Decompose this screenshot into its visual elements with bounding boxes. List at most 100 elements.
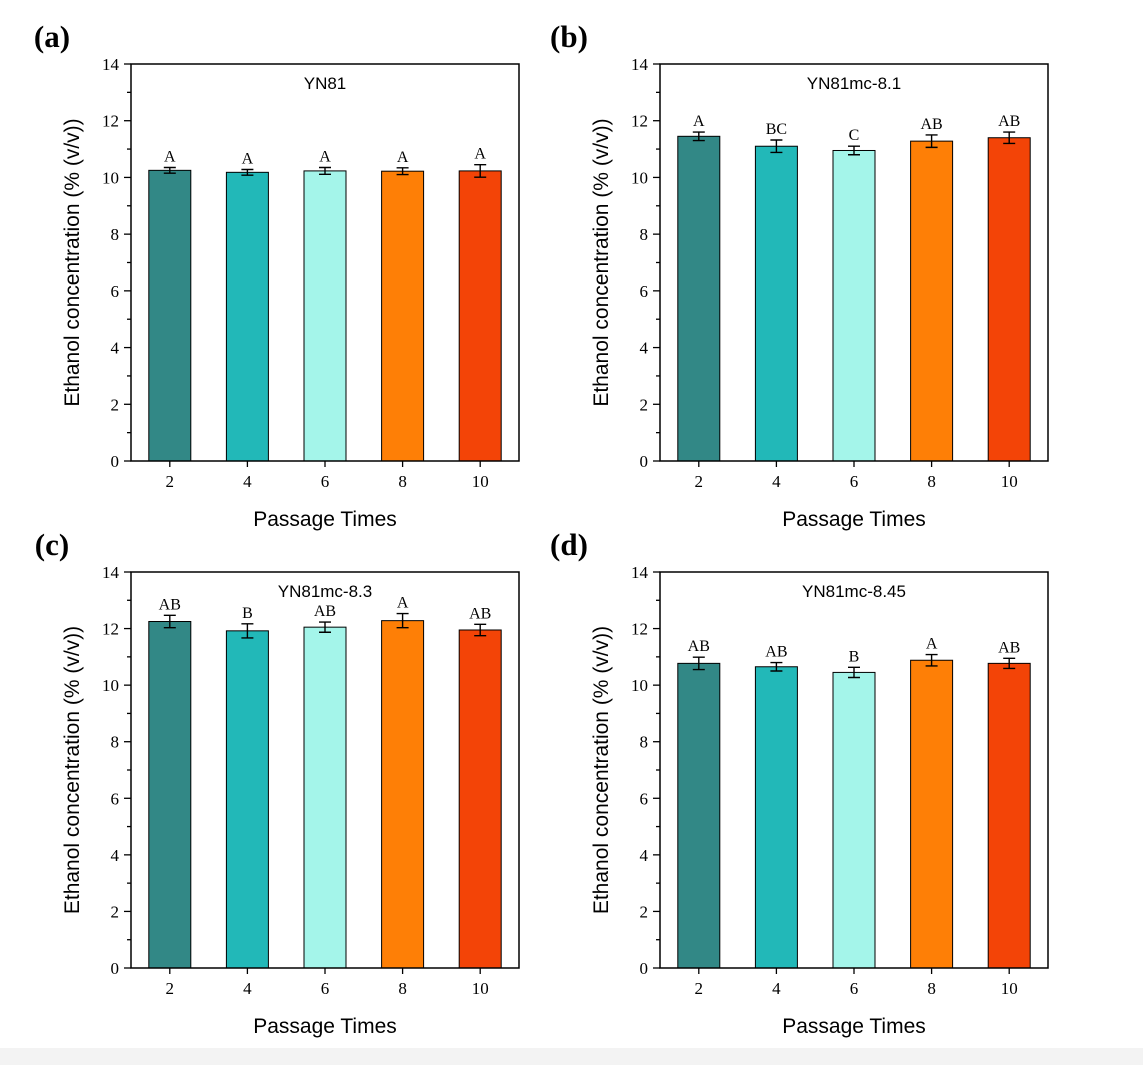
y-tick-label: 2 — [111, 902, 120, 921]
bar-4 — [225, 630, 269, 969]
bar-2 — [148, 621, 192, 969]
bottom-strip — [0, 1048, 1143, 1065]
error-bar-6 — [848, 666, 860, 679]
chart-title: YN81mc-8.1 — [807, 74, 901, 93]
y-tick-label: 8 — [111, 733, 120, 752]
error-bar-2 — [163, 614, 176, 629]
error-bar-8 — [396, 167, 409, 176]
x-tick-label: 4 — [772, 979, 781, 998]
x-axis-title: Passage Times — [782, 508, 926, 531]
y-tick-label: 10 — [631, 676, 648, 695]
x-tick-label: 6 — [850, 472, 859, 491]
x-tick-label: 6 — [850, 979, 859, 998]
significance-label: A — [397, 595, 409, 612]
bar-6 — [832, 671, 876, 969]
y-tick-label: 14 — [102, 563, 120, 582]
panel-letter: (a) — [34, 19, 70, 54]
y-tick-label: 12 — [102, 620, 119, 639]
y-tick-label: 6 — [640, 789, 649, 808]
x-tick-label: 2 — [695, 979, 704, 998]
panel-letter: (b) — [550, 19, 588, 54]
y-axis-title: Ethanol concentration (% (v/v)) — [61, 626, 84, 914]
y-tick-label: 0 — [111, 452, 120, 471]
significance-label: AB — [998, 113, 1020, 130]
significance-label: C — [849, 127, 860, 144]
bar-2 — [677, 135, 721, 462]
bar-4 — [754, 145, 798, 462]
significance-label: B — [849, 648, 860, 665]
error-bar-10 — [1003, 131, 1016, 145]
x-tick-label: 10 — [472, 979, 489, 998]
error-bar-4 — [770, 661, 783, 672]
error-bar-4 — [770, 139, 783, 154]
error-bar-6 — [319, 166, 331, 176]
panel-letter: (c) — [35, 527, 69, 562]
chart-title: YN81 — [304, 74, 347, 93]
chart-panel-4: (d) AB AB B A AB 0 2 4 6 8 10 12 14 2 4 6 8 10 YN81mc-8.45 P… — [550, 527, 1049, 1038]
y-tick-label: 2 — [640, 395, 649, 414]
bar-6 — [303, 626, 347, 969]
error-bar-2 — [163, 166, 176, 174]
bar-8 — [910, 140, 954, 462]
y-tick-label: 6 — [640, 282, 649, 301]
y-tick-label: 0 — [640, 959, 649, 978]
significance-label: A — [397, 149, 409, 166]
chart-panel-2: (b) A BC C AB AB 0 2 4 6 8 10 12 14 2 4 6 8 10 YN81mc-8.1 Pa… — [550, 19, 1049, 531]
x-tick-label: 4 — [243, 472, 252, 491]
chart-title: YN81mc-8.3 — [278, 582, 372, 601]
y-tick-label: 2 — [640, 902, 649, 921]
x-tick-label: 8 — [398, 472, 407, 491]
bar-8 — [381, 620, 425, 969]
y-tick-label: 8 — [640, 225, 649, 244]
significance-label: A — [319, 149, 331, 166]
y-tick-label: 14 — [631, 55, 649, 74]
bar-10 — [987, 137, 1031, 462]
x-tick-label: 10 — [1001, 979, 1018, 998]
x-axis-title: Passage Times — [253, 1015, 397, 1038]
error-bar-6 — [848, 145, 860, 156]
y-tick-label: 10 — [102, 168, 119, 187]
y-tick-label: 0 — [111, 959, 120, 978]
significance-label: BC — [766, 121, 787, 138]
bar-4 — [754, 666, 798, 969]
y-tick-label: 12 — [631, 620, 648, 639]
bar-10 — [987, 662, 1031, 969]
error-bar-8 — [396, 612, 409, 629]
y-axis-title: Ethanol concentration (% (v/v)) — [590, 626, 613, 914]
x-tick-label: 4 — [243, 979, 252, 998]
error-bar-4 — [241, 168, 254, 176]
significance-label: B — [242, 605, 253, 622]
bar-4 — [225, 171, 269, 462]
y-tick-label: 8 — [111, 225, 120, 244]
significance-label: AB — [688, 638, 710, 655]
y-tick-label: 6 — [111, 282, 120, 301]
bar-2 — [677, 662, 721, 969]
error-bar-2 — [692, 656, 705, 671]
x-tick-label: 6 — [321, 472, 330, 491]
bar-6 — [832, 149, 876, 462]
y-tick-label: 6 — [111, 789, 120, 808]
significance-label: AB — [469, 605, 491, 622]
chart-panel-3: (c) AB B AB A AB 0 2 4 6 8 10 12 14 2 4 6 8 10 YN81mc-8.3 Pa… — [35, 527, 520, 1038]
chart-panel-1: (a) A A A A A 0 2 4 6 8 10 12 14 2 4 6 8 10 YN81 Passage Tim… — [34, 19, 520, 531]
significance-label: A — [164, 149, 176, 166]
y-tick-label: 12 — [631, 112, 648, 131]
bar-6 — [303, 170, 347, 462]
x-tick-label: 2 — [166, 472, 175, 491]
y-tick-label: 4 — [111, 339, 120, 358]
error-bar-8 — [925, 134, 938, 149]
x-axis-title: Passage Times — [782, 1015, 926, 1038]
x-tick-label: 10 — [472, 472, 489, 491]
y-tick-label: 14 — [631, 563, 649, 582]
significance-label: A — [474, 146, 486, 163]
significance-label: A — [693, 113, 705, 130]
chart-title: YN81mc-8.45 — [802, 582, 906, 601]
significance-label: A — [242, 150, 254, 167]
x-tick-label: 4 — [772, 472, 781, 491]
significance-label: AB — [314, 603, 336, 620]
bar-10 — [458, 629, 502, 969]
error-bar-2 — [692, 131, 705, 142]
bar-10 — [458, 170, 502, 462]
significance-label: AB — [998, 639, 1020, 656]
